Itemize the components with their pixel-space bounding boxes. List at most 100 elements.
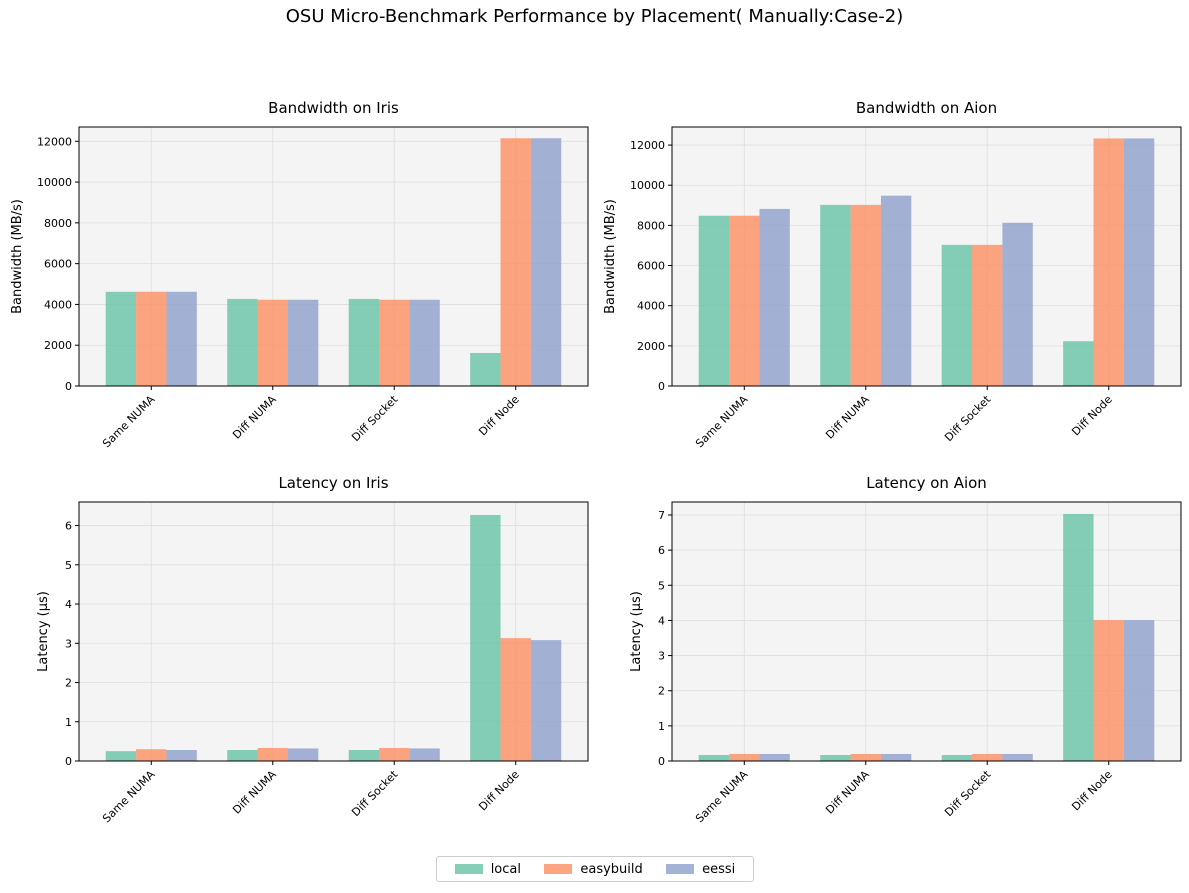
bar-3-easybuild-2 — [972, 753, 1003, 761]
xtick-label-0-3: Diff Node — [476, 393, 522, 439]
bar-1-local-0 — [698, 215, 730, 386]
panel-frame-0 — [78, 126, 589, 387]
xtick-label-2-1: Diff NUMA — [230, 768, 279, 817]
bar-3-easybuild-0 — [729, 753, 760, 761]
bar-0-easybuild-3 — [500, 138, 531, 386]
ytick-label-0-5: 10000 — [37, 176, 72, 189]
xtick-label-0-1: Diff NUMA — [230, 393, 279, 442]
ylabel-0: Bandwidth (MB/s) — [10, 199, 25, 314]
xtick-label-1-3: Diff Node — [1069, 393, 1115, 439]
bar-1-local-3 — [1063, 341, 1094, 386]
panel-frame-3 — [671, 501, 1182, 762]
xtick-label-0-2: Diff Socket — [349, 392, 401, 444]
bar-1-eessi-1 — [880, 195, 912, 386]
bar-2-local-0 — [105, 751, 137, 761]
bar-1-easybuild-3 — [1093, 138, 1124, 386]
ytick-label-0-6: 12000 — [37, 135, 72, 148]
bar-2-eessi-0 — [166, 750, 197, 761]
bar-0-eessi-0 — [166, 291, 197, 386]
ylabel-1: Bandwidth (MB/s) — [603, 199, 618, 314]
bar-3-easybuild-3 — [1093, 620, 1124, 761]
ytick-label-2-4: 4 — [65, 598, 72, 611]
legend-swatch-easybuild — [544, 864, 573, 874]
legend-swatch-local — [454, 864, 483, 874]
xtick-label-1-0: Same NUMA — [693, 393, 751, 451]
ytick-label-1-3: 6000 — [637, 260, 665, 273]
bar-3-eessi-1 — [880, 753, 912, 761]
bar-2-local-1 — [227, 750, 258, 761]
ytick-label-1-2: 4000 — [637, 300, 665, 313]
legend-label-eessi: eessi — [702, 861, 736, 877]
bar-3-local-0 — [698, 755, 730, 761]
xtick-label-3-3: Diff Node — [1069, 768, 1115, 814]
legend-label-local: local — [490, 861, 521, 877]
ytick-label-1-6: 12000 — [630, 139, 665, 152]
xtick-label-1-1: Diff NUMA — [823, 393, 872, 442]
bar-3-local-1 — [820, 755, 851, 761]
legend-item-local: local — [454, 861, 521, 877]
panel-frame-1 — [671, 126, 1182, 387]
bar-0-eessi-3 — [530, 138, 562, 386]
bar-0-eessi-1 — [287, 299, 319, 386]
bar-0-eessi-2 — [409, 299, 440, 386]
ylabel-2: Latency (µs) — [36, 591, 51, 672]
ytick-label-3-6: 6 — [658, 544, 665, 557]
bar-1-easybuild-1 — [850, 204, 881, 386]
ytick-label-3-7: 7 — [658, 509, 665, 522]
ytick-label-3-2: 2 — [658, 685, 665, 698]
bar-0-local-2 — [348, 298, 380, 386]
ytick-label-2-6: 6 — [65, 520, 72, 533]
xtick-label-2-2: Diff Socket — [349, 767, 401, 819]
xtick-label-2-3: Diff Node — [476, 768, 522, 814]
bar-2-local-2 — [348, 750, 380, 761]
bar-3-easybuild-1 — [850, 753, 881, 761]
legend-swatch-eessi — [666, 864, 695, 874]
bar-2-easybuild-3 — [500, 638, 531, 761]
ytick-label-0-3: 6000 — [44, 258, 72, 271]
panel-frame-2 — [78, 501, 589, 762]
subplot-title-1: Bandwidth on Aion — [856, 99, 997, 117]
bar-0-local-3 — [470, 352, 501, 386]
legend-item-eessi: eessi — [666, 862, 735, 877]
ytick-label-3-1: 1 — [658, 720, 665, 733]
ytick-label-2-2: 2 — [65, 677, 72, 690]
bar-3-eessi-0 — [759, 753, 790, 761]
xtick-label-3-1: Diff NUMA — [823, 768, 872, 817]
bar-3-eessi-2 — [1002, 753, 1033, 761]
ytick-label-0-1: 2000 — [44, 339, 72, 352]
xtick-label-2-0: Same NUMA — [100, 768, 158, 826]
bar-1-eessi-3 — [1123, 138, 1155, 386]
xtick-label-1-2: Diff Socket — [942, 392, 994, 444]
bar-2-easybuild-2 — [379, 748, 410, 761]
bar-2-local-3 — [470, 514, 501, 761]
legend-label-easybuild: easybuild — [580, 861, 643, 877]
ytick-label-0-4: 8000 — [44, 217, 72, 230]
bar-1-easybuild-0 — [729, 215, 760, 386]
bar-0-easybuild-2 — [379, 299, 410, 386]
bar-2-eessi-1 — [287, 748, 319, 761]
bar-0-easybuild-1 — [257, 299, 288, 386]
ytick-label-2-5: 5 — [65, 559, 72, 572]
ytick-label-3-0: 0 — [658, 755, 665, 768]
xtick-label-0-0: Same NUMA — [100, 393, 158, 451]
bar-2-eessi-3 — [530, 640, 562, 761]
ytick-label-2-0: 0 — [65, 755, 72, 768]
ytick-label-2-3: 3 — [65, 637, 72, 650]
bar-3-local-2 — [941, 755, 973, 761]
ytick-label-1-0: 0 — [658, 380, 665, 393]
bar-0-easybuild-0 — [136, 291, 167, 386]
bar-2-easybuild-1 — [257, 748, 288, 761]
xtick-label-3-0: Same NUMA — [693, 768, 751, 826]
ytick-label-1-4: 8000 — [637, 219, 665, 232]
legend-item-easybuild: easybuild — [544, 861, 643, 877]
bar-1-eessi-0 — [759, 208, 790, 386]
bar-0-local-1 — [227, 298, 258, 386]
subplot-title-0: Bandwidth on Iris — [268, 99, 399, 117]
bar-0-local-0 — [105, 291, 137, 386]
ytick-label-2-1: 1 — [65, 716, 72, 729]
subplot-title-3: Latency on Aion — [866, 474, 987, 492]
ytick-label-3-5: 5 — [658, 579, 665, 592]
ylabel-3: Latency (µs) — [629, 591, 644, 672]
